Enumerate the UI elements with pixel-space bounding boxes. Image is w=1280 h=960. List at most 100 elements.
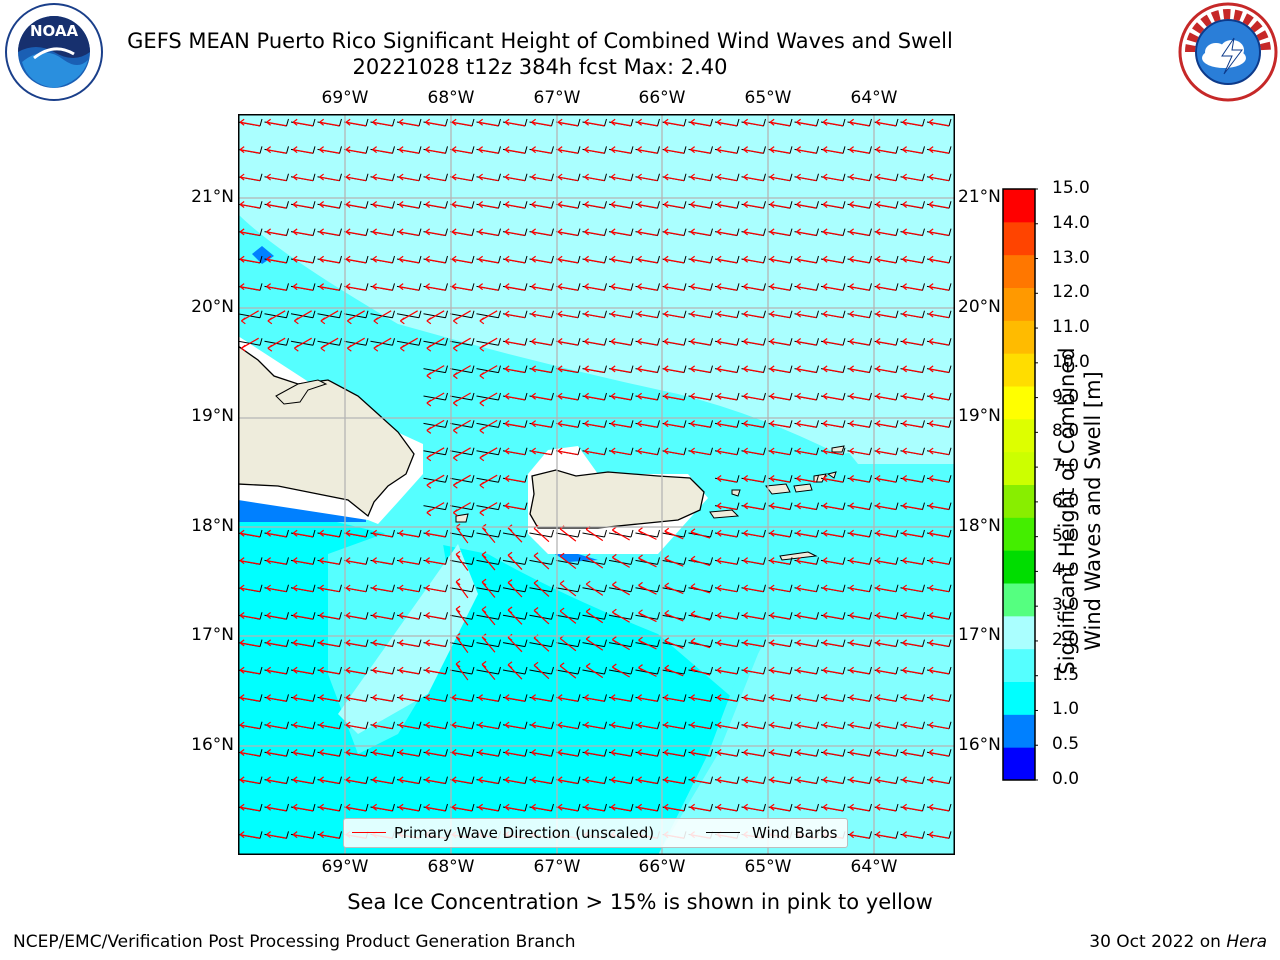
noaa-logo: NOAA — [5, 3, 103, 101]
colorbar-tick-label: 15.0 — [1052, 178, 1090, 198]
wave-direction-arrow — [372, 639, 393, 647]
wind-barb — [476, 666, 501, 675]
wave-direction-arrow — [504, 337, 525, 346]
colorbar-segment — [1003, 615, 1035, 650]
wave-direction-arrow — [663, 694, 684, 702]
sea-2.0-3.0-se — [658, 634, 954, 854]
wave-direction-arrow — [584, 694, 605, 702]
wave-direction-arrow — [664, 555, 684, 567]
wave-direction-arrow — [292, 748, 313, 757]
wave-direction-arrow — [266, 803, 287, 812]
wave-direction-arrow — [769, 255, 790, 264]
wave-direction-arrow — [637, 420, 658, 428]
wave-direction-arrow — [769, 392, 790, 401]
wave-direction-arrow — [533, 607, 550, 625]
wave-direction-arrow — [557, 420, 578, 428]
wave-direction-arrow — [849, 611, 870, 620]
wave-direction-arrow — [266, 118, 287, 127]
wave-direction-arrow — [849, 146, 870, 154]
land-anegada — [831, 445, 845, 453]
wave-direction-arrow — [928, 502, 949, 510]
wave-direction-arrow — [769, 228, 790, 236]
wave-direction-arrow — [239, 776, 260, 784]
wave-direction-arrow — [743, 557, 764, 565]
wave-direction-arrow — [849, 584, 870, 593]
wave-direction-arrow — [875, 337, 896, 346]
wave-direction-arrow — [822, 118, 843, 127]
wave-direction-arrow — [319, 283, 340, 291]
wave-direction-arrow — [690, 420, 711, 428]
wave-direction-arrow — [399, 310, 418, 325]
vector-field — [239, 118, 952, 839]
wave-direction-arrow — [319, 557, 340, 565]
wave-direction-arrow — [425, 694, 446, 702]
wave-direction-arrow — [372, 666, 393, 675]
wind-barb — [449, 612, 475, 620]
wave-direction-arrow — [690, 255, 711, 264]
wave-direction-arrow — [822, 474, 843, 483]
wave-direction-arrow — [557, 255, 578, 264]
wave-direction-arrow — [531, 748, 552, 757]
wave-direction-arrow — [769, 529, 790, 538]
wind-barb — [529, 584, 554, 593]
wave-direction-arrow — [557, 694, 578, 702]
wave-direction-arrow — [610, 392, 631, 401]
wave-direction-arrow — [426, 419, 445, 434]
wave-direction-arrow — [478, 748, 499, 757]
wave-direction-arrow — [398, 776, 419, 784]
wind-barb — [555, 557, 581, 565]
colorbar-tick-label: 3.0 — [1052, 595, 1080, 616]
wave-direction-arrow — [663, 392, 684, 401]
wave-direction-arrow — [690, 118, 711, 127]
colorbar-segment — [1003, 386, 1035, 420]
wind-barb — [476, 557, 501, 565]
wave-direction-arrow — [507, 661, 523, 680]
wind-barb — [449, 557, 475, 565]
wave-direction-arrow — [664, 609, 684, 622]
wave-direction-arrow — [928, 420, 949, 428]
wave-direction-arrow — [292, 721, 313, 730]
wave-direction-arrow — [875, 310, 896, 319]
wave-direction-arrow — [398, 200, 419, 209]
wave-direction-arrow — [716, 228, 737, 236]
wave-direction-arrow — [425, 584, 446, 593]
wave-direction-arrow — [849, 639, 870, 647]
lon-tick-top: 65°W — [744, 88, 792, 108]
wave-direction-arrow — [398, 584, 419, 593]
wave-direction-arrow — [743, 611, 764, 620]
wave-direction-arrow — [425, 666, 446, 675]
wave-direction-arrow — [425, 200, 446, 209]
wave-direction-arrow — [690, 173, 711, 182]
wave-direction-arrow — [425, 529, 446, 538]
wave-direction-arrow — [928, 748, 949, 757]
wave-direction-arrow — [455, 578, 469, 599]
lon-tick-top: 69°W — [321, 88, 369, 108]
wave-direction-arrow — [822, 447, 843, 456]
wave-direction-arrow — [584, 447, 605, 456]
wave-direction-arrow — [716, 721, 737, 730]
wave-direction-arrow — [716, 420, 737, 428]
wave-direction-arrow — [292, 639, 313, 647]
wave-direction-arrow — [928, 831, 949, 839]
wave-direction-arrow — [239, 529, 260, 538]
wave-direction-arrow — [769, 502, 790, 510]
wave-direction-arrow — [531, 365, 552, 373]
lat-tick-right: 19°N — [958, 406, 1001, 426]
wave-direction-arrow — [928, 611, 949, 620]
wave-direction-arrow — [531, 392, 552, 401]
wave-direction-arrow — [769, 146, 790, 154]
colorbar-tick-label: 5.0 — [1052, 525, 1080, 546]
wave-direction-arrow — [426, 337, 445, 352]
wave-direction-arrow — [822, 365, 843, 373]
colorbar-segment — [1003, 189, 1035, 223]
wave-direction-arrow — [875, 146, 896, 154]
colorbar — [1002, 188, 1038, 781]
lon-tick-bottom: 66°W — [638, 857, 686, 877]
land-culebra — [731, 489, 741, 497]
wave-direction-arrow — [743, 529, 764, 538]
wave-direction-arrow — [637, 283, 658, 291]
wave-direction-arrow — [743, 721, 764, 730]
wave-direction-arrow — [822, 748, 843, 757]
wave-direction-arrow — [928, 584, 949, 593]
land-mona-island — [455, 513, 469, 523]
